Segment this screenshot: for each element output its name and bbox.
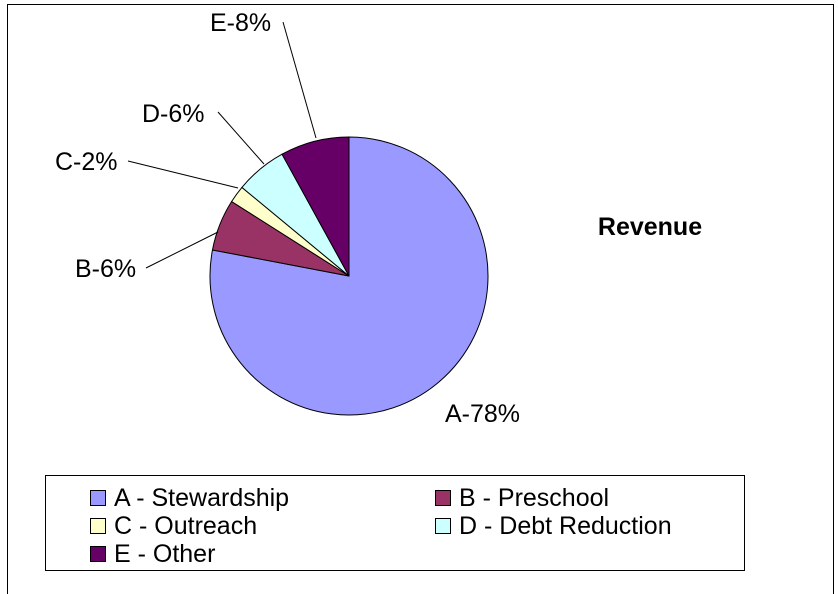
slice-label-c: C-2% [55,148,118,176]
leader-line-b [145,231,219,269]
legend-swatch-b [435,490,451,506]
pie-slice-e [281,136,350,277]
legend-swatch-a [90,490,106,506]
legend-item-d: D - Debt Reduction [435,511,672,540]
legend-item-b: B - Preschool [435,483,610,512]
legend-label-c: C - Outreach [114,511,258,540]
slice-label-a: A-78% [445,400,520,428]
legend-label-b: B - Preschool [459,483,610,512]
legend-swatch-c [90,518,106,534]
leader-line-e [282,21,317,139]
legend-item-e: E - Other [90,539,216,568]
chart-title: Revenue [597,213,703,241]
slice-label-e: E-8% [210,9,271,37]
pie-slices [209,136,489,416]
legend-item-a: A - Stewardship [90,483,290,512]
leader-lines [127,21,317,269]
legend-label-d: D - Debt Reduction [459,511,672,540]
leader-line-d [217,111,265,165]
slice-label-d: D-6% [142,100,205,128]
legend-item-c: C - Outreach [90,511,258,540]
leader-line-c [127,160,239,189]
legend: A - Stewardship B - Preschool C - Outrea… [45,475,745,571]
legend-label-a: A - Stewardship [114,483,290,512]
legend-swatch-e [90,546,106,562]
legend-label-e: E - Other [114,539,216,568]
slice-labels: A-78% B-6% C-2% D-6% E-8% [55,9,520,428]
legend-swatch-d [435,518,451,534]
slice-label-b: B-6% [75,255,136,283]
